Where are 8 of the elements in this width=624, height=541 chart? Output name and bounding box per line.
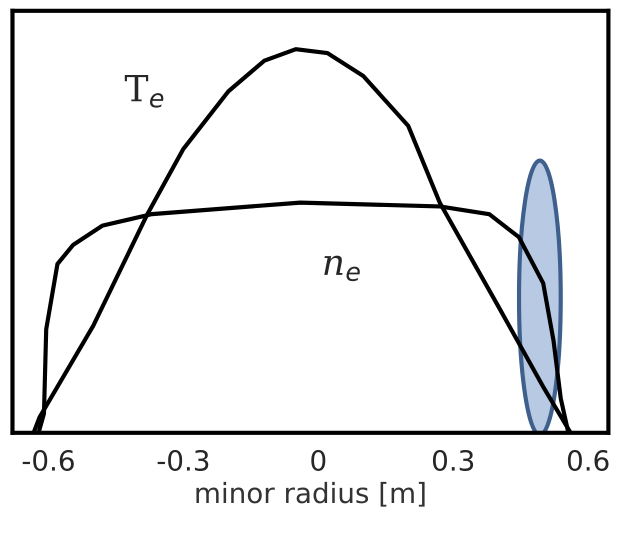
series-label: T$_{e}$ <box>124 74 164 108</box>
x-tick-label: -0.3 <box>158 450 208 471</box>
x-tick-label: -0.6 <box>22 450 74 471</box>
series-label: n$_{e}$ <box>324 256 360 282</box>
x-axis-title: minor radius [m] <box>196 482 425 507</box>
x-tick-label: 0.3 <box>432 450 474 471</box>
x-tick-label: 0.6 <box>568 450 608 471</box>
x-tick-label: 0 <box>311 450 326 471</box>
